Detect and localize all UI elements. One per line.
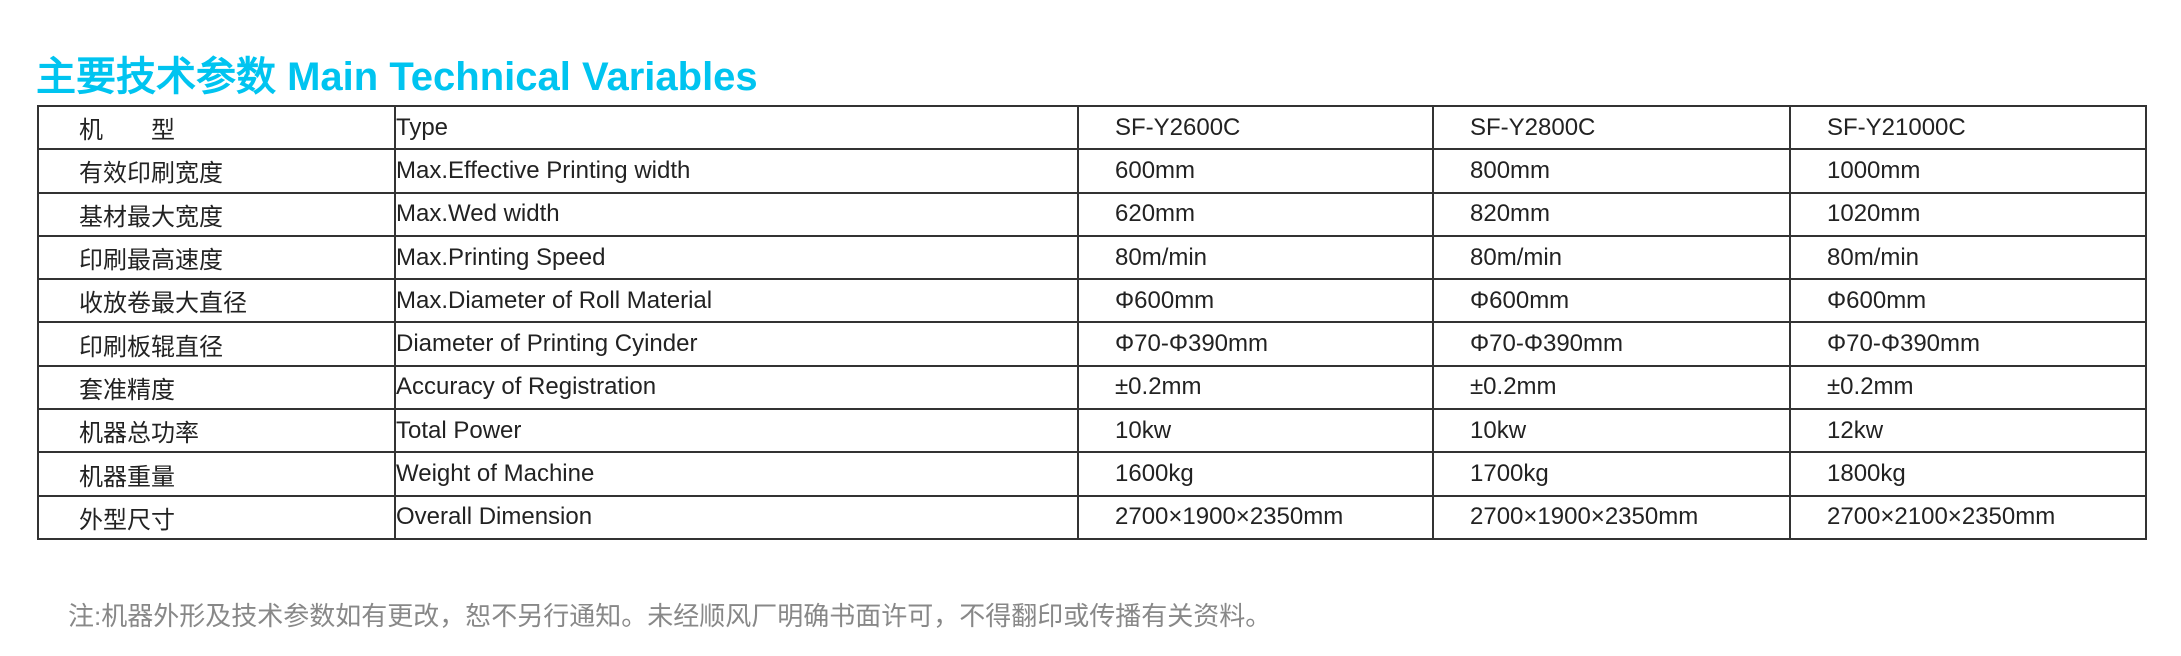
cell-sf-y2800c-value: SF-Y2800C bbox=[1432, 104, 1791, 151]
table-row: 机器总功率 Total Power 10kw 10kw 12kw bbox=[37, 408, 2147, 454]
cell-sf-y2600c-value: 620mm bbox=[1077, 191, 1434, 237]
cell-en-label: Max.Effective Printing width bbox=[394, 148, 1079, 194]
cell-cn-label: 套准精度 bbox=[37, 364, 396, 411]
cell-en-label: Max.Printing Speed bbox=[394, 234, 1079, 281]
cell-sf-y2600c-value: Φ600mm bbox=[1077, 278, 1434, 324]
cell-en-label: Max.Diameter of Roll Material bbox=[394, 278, 1079, 324]
cell-cn-label: 机器重量 bbox=[37, 451, 396, 497]
cell-sf-y2600c-value: 10kw bbox=[1077, 408, 1434, 454]
table-row: 套准精度 Accuracy of Registration ±0.2mm ±0.2mm… bbox=[37, 364, 2147, 411]
cell-sf-y21000c-value: 2700×2100×2350mm bbox=[1789, 494, 2147, 540]
cell-sf-y21000c-value: SF-Y21000C bbox=[1789, 104, 2147, 151]
cell-sf-y2800c-value: 800mm bbox=[1432, 148, 1791, 194]
page-title: 主要技术参数 Main Technical Variables bbox=[36, 55, 758, 99]
cell-sf-y2800c-value: 10kw bbox=[1432, 408, 1791, 454]
table-row: 外型尺寸 Overall Dimension 2700×1900×2350mm 270… bbox=[37, 494, 2147, 540]
cell-sf-y21000c-value: 12kw bbox=[1789, 408, 2147, 454]
cell-sf-y21000c-value: 1800kg bbox=[1789, 451, 2147, 497]
cell-sf-y2600c-value: Φ70-Φ390mm bbox=[1077, 321, 1434, 367]
cell-cn-label: 有效印刷宽度 bbox=[37, 148, 396, 194]
cell-sf-y2800c-value: 2700×1900×2350mm bbox=[1432, 494, 1791, 540]
table-row: 印刷板辊直径 Diameter of Printing Cyinder Φ70-Φ3… bbox=[37, 321, 2147, 367]
cell-sf-y21000c-value: 1000mm bbox=[1789, 148, 2147, 194]
cell-cn-label: 印刷板辊直径 bbox=[37, 321, 396, 367]
cell-sf-y2600c-value: 2700×1900×2350mm bbox=[1077, 494, 1434, 540]
cell-en-label: Diameter of Printing Cyinder bbox=[394, 321, 1079, 367]
cell-sf-y2600c-value: 600mm bbox=[1077, 148, 1434, 194]
cell-en-label: Accuracy of Registration bbox=[394, 364, 1079, 411]
cell-sf-y21000c-value: Φ70-Φ390mm bbox=[1789, 321, 2147, 367]
cell-sf-y21000c-value: 80m/min bbox=[1789, 234, 2147, 281]
table-row: 印刷最高速度 Max.Printing Speed 80m/min 80m/min 80… bbox=[37, 234, 2147, 281]
cell-cn-label: 收放卷最大直径 bbox=[37, 278, 396, 324]
cell-sf-y2800c-value: 820mm bbox=[1432, 191, 1791, 237]
cell-sf-y2800c-value: Φ600mm bbox=[1432, 278, 1791, 324]
cell-en-label: Type bbox=[394, 104, 1079, 151]
table-header-row: 机 型 Type SF-Y2600C SF-Y2800C SF-Y21000C bbox=[37, 104, 2147, 151]
cell-en-label: Overall Dimension bbox=[394, 494, 1079, 540]
table-row: 基材最大宽度 Max.Wed width 620mm 820mm 1020mm bbox=[37, 191, 2147, 237]
footnote: 注:机器外形及技术参数如有更改，恕不另行通知。未经顺风厂明确书面许可，不得翻印或… bbox=[68, 601, 1272, 631]
cell-cn-label: 机器总功率 bbox=[37, 408, 396, 454]
cell-sf-y2800c-value: 80m/min bbox=[1432, 234, 1791, 281]
table-row: 有效印刷宽度 Max.Effective Printing width 600mm 8… bbox=[37, 148, 2147, 194]
spec-table: 机 型 Type SF-Y2600C SF-Y2800C SF-Y21000C 有效印刷宽… bbox=[37, 104, 2147, 540]
cell-sf-y2800c-value: ±0.2mm bbox=[1432, 364, 1791, 411]
cell-sf-y21000c-value: ±0.2mm bbox=[1789, 364, 2147, 411]
cell-cn-label: 印刷最高速度 bbox=[37, 234, 396, 281]
cell-en-label: Weight of Machine bbox=[394, 451, 1079, 497]
table-row: 机器重量 Weight of Machine 1600kg 1700kg 1800kg bbox=[37, 451, 2147, 497]
cell-sf-y2800c-value: Φ70-Φ390mm bbox=[1432, 321, 1791, 367]
cell-sf-y21000c-value: Φ600mm bbox=[1789, 278, 2147, 324]
cell-sf-y2600c-value: SF-Y2600C bbox=[1077, 104, 1434, 151]
cell-sf-y2800c-value: 1700kg bbox=[1432, 451, 1791, 497]
cell-sf-y2600c-value: 1600kg bbox=[1077, 451, 1434, 497]
cell-cn-label: 机 型 bbox=[37, 104, 396, 151]
cell-en-label: Total Power bbox=[394, 408, 1079, 454]
table-row: 收放卷最大直径 Max.Diameter of Roll Material Φ600… bbox=[37, 278, 2147, 324]
cell-sf-y2600c-value: 80m/min bbox=[1077, 234, 1434, 281]
cell-sf-y21000c-value: 1020mm bbox=[1789, 191, 2147, 237]
cell-cn-label: 基材最大宽度 bbox=[37, 191, 396, 237]
cell-cn-label: 外型尺寸 bbox=[37, 494, 396, 540]
cell-en-label: Max.Wed width bbox=[394, 191, 1079, 237]
cell-sf-y2600c-value: ±0.2mm bbox=[1077, 364, 1434, 411]
